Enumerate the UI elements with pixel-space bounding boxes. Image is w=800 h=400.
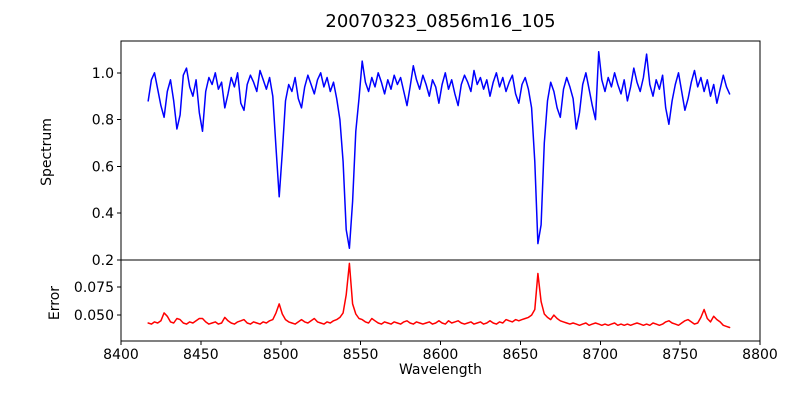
y-tick-label: 0.2 xyxy=(92,253,114,269)
x-tick-label: 8500 xyxy=(263,347,299,363)
wavelength-axis-label: Wavelength xyxy=(398,362,483,378)
error-line xyxy=(147,262,731,329)
x-tick-label: 8400 xyxy=(103,347,139,363)
y-tick-label: 0.050 xyxy=(74,308,114,324)
y-tick-label: 0.6 xyxy=(92,159,114,175)
x-tick-label: 8700 xyxy=(582,347,618,363)
x-tick-label: 8450 xyxy=(183,347,219,363)
y-tick-label: 0.075 xyxy=(74,280,114,296)
x-tick-label: 8550 xyxy=(343,347,379,363)
y-tick-label: 0.4 xyxy=(92,206,114,222)
x-tick-label: 8750 xyxy=(662,347,698,363)
x-tick-label: 8800 xyxy=(742,347,778,363)
x-tick-label: 8600 xyxy=(423,347,459,363)
bottom-panel-frame xyxy=(120,259,761,342)
chart-title: 20070323_0856m16_105 xyxy=(325,11,556,32)
top-panel-frame xyxy=(120,40,761,261)
y-tick-label: 0.8 xyxy=(92,113,114,129)
x-tick-label: 8650 xyxy=(503,347,539,363)
y-tick-label: 1.0 xyxy=(92,66,114,82)
spectrum-line xyxy=(147,51,731,250)
